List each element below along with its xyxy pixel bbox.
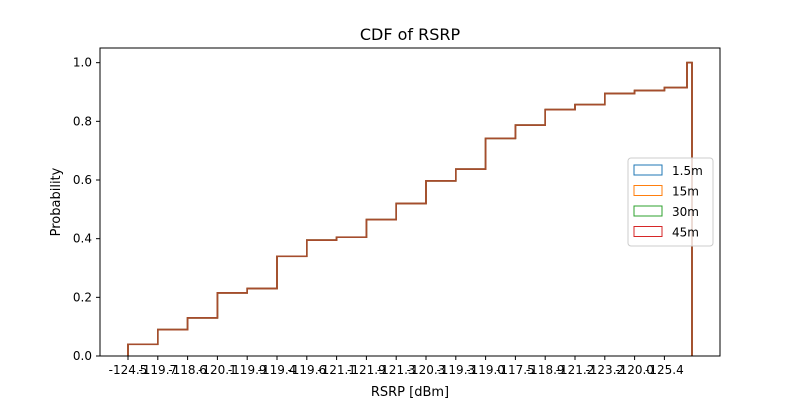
x-tick-label: -121.2: [556, 363, 595, 377]
x-tick-label: -119.7: [138, 363, 177, 377]
x-tick-label: -125.4: [645, 363, 684, 377]
x-axis-label: RSRP [dBm]: [371, 385, 449, 400]
legend-label: 15m: [672, 185, 699, 199]
x-tick-label: -120.3: [407, 363, 446, 377]
y-tick-label: 0.4: [73, 232, 92, 246]
plot-frame: [99, 47, 721, 357]
x-tick-label: -124.5: [109, 363, 148, 377]
x-axis-ticks: -124.5-119.7-118.6-120.1-119.9-119.4-119…: [109, 356, 684, 377]
legend-label: 30m: [672, 205, 699, 219]
x-tick-label: -120.1: [198, 363, 237, 377]
legend-swatch: [633, 226, 663, 237]
x-tick-label: -121.3: [377, 363, 416, 377]
x-tick-label: -118.9: [526, 363, 565, 377]
legend: 1.5m 15m 30m 45m: [627, 157, 714, 247]
x-tick-label: -119.4: [258, 363, 297, 377]
legend-swatch: [633, 185, 663, 196]
y-tick-label: 1.0: [73, 56, 92, 70]
legend-swatch: [633, 164, 663, 176]
x-tick-label: -119.0: [466, 363, 505, 377]
legend-box: [627, 157, 714, 247]
legend-label: 45m: [672, 226, 699, 240]
legend-label: 1.5m: [672, 164, 703, 178]
x-tick-label: -121.9: [347, 363, 386, 377]
x-tick-label: -123.2: [585, 363, 624, 377]
x-tick-label: -119.3: [436, 363, 475, 377]
cdf-step-line: [127, 61, 693, 356]
x-tick-label: -119.6: [287, 363, 326, 377]
x-tick-label: -118.6: [168, 363, 207, 377]
cdf-series: [127, 61, 693, 356]
y-tick-label: 0.2: [73, 290, 92, 304]
x-tick-label: -120.0: [615, 363, 654, 377]
x-tick-label: -121.1: [317, 363, 356, 377]
y-tick-label: 0.6: [73, 173, 92, 187]
chart-title: CDF of RSRP: [360, 25, 461, 44]
y-axis-ticks: 0.0 0.2 0.4 0.6 0.8 1.0: [73, 56, 100, 363]
y-axis-label: Probability: [49, 167, 64, 236]
x-tick-label: -117.5: [496, 363, 535, 377]
legend-swatch: [633, 205, 663, 217]
plot-area: [100, 48, 720, 356]
y-tick-label: 0.0: [73, 349, 92, 363]
y-tick-label: 0.8: [73, 114, 92, 128]
x-tick-label: -119.9: [228, 363, 267, 377]
